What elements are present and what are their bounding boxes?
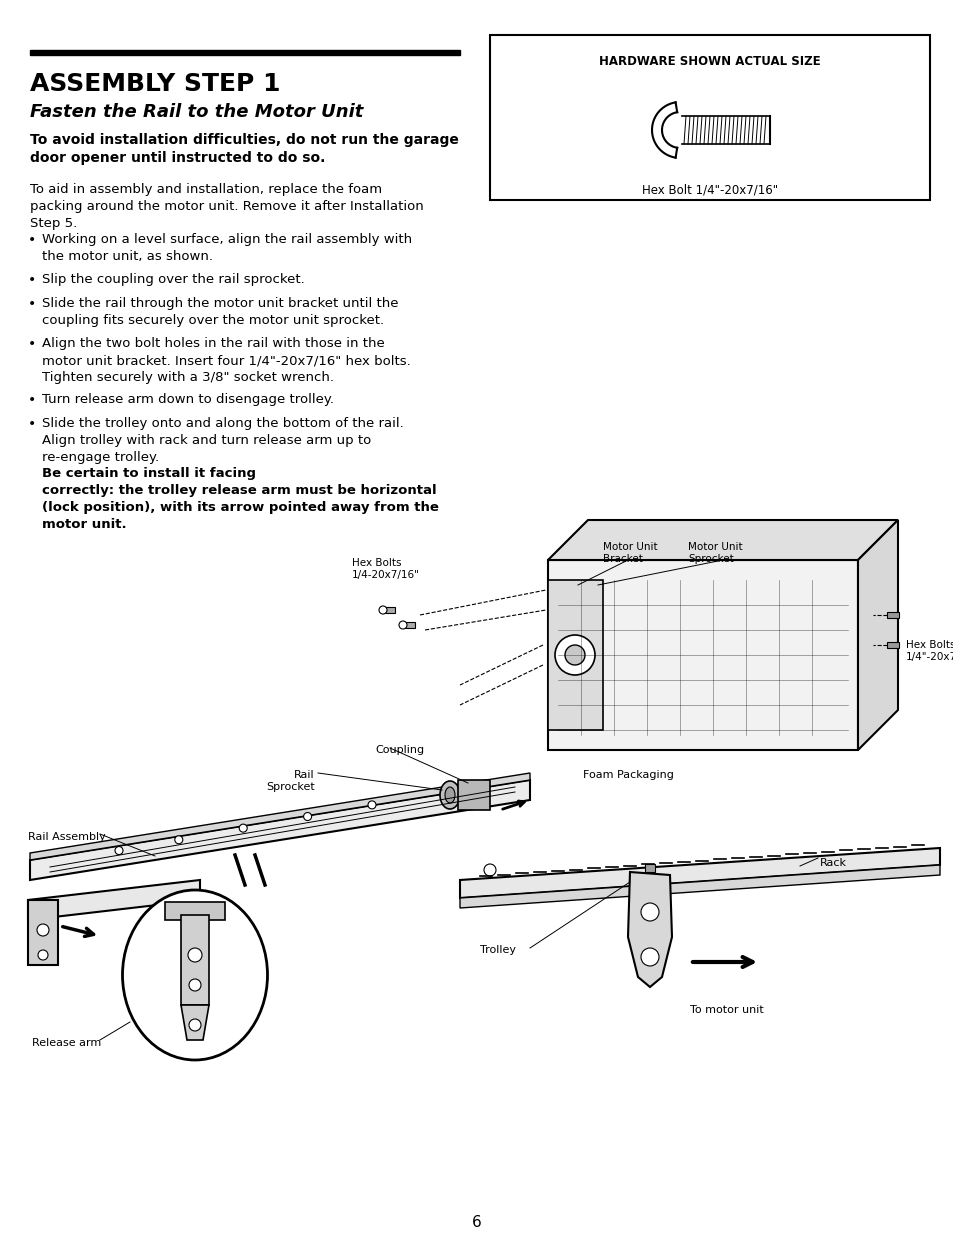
Bar [886,642,898,648]
Text: Hex Bolt 1/4"-20x7/16": Hex Bolt 1/4"-20x7/16" [641,183,778,196]
Bar [644,864,655,872]
Circle shape [303,813,312,820]
Text: Motor Unit
Sprocket: Motor Unit Sprocket [687,542,741,563]
Circle shape [189,1019,201,1031]
Polygon shape [459,864,939,908]
Text: •: • [28,296,36,311]
Bar [457,781,490,810]
Circle shape [115,846,123,855]
Text: •: • [28,417,36,431]
Text: HARDWARE SHOWN ACTUAL SIZE: HARDWARE SHOWN ACTUAL SIZE [598,56,820,68]
Text: 6: 6 [472,1215,481,1230]
Text: Hex Bolts
1/4-20x7/16": Hex Bolts 1/4-20x7/16" [352,558,419,579]
Text: Foam Packaging: Foam Packaging [582,769,673,781]
Circle shape [188,948,202,962]
Text: •: • [28,233,36,247]
Circle shape [189,979,201,990]
Circle shape [640,903,659,921]
Text: To motor unit: To motor unit [689,1005,763,1015]
Text: ASSEMBLY STEP 1: ASSEMBLY STEP 1 [30,72,280,96]
Polygon shape [547,580,602,730]
Text: To avoid installation difficulties, do not run the garage
door opener until inst: To avoid installation difficulties, do n… [30,133,458,165]
Circle shape [640,948,659,966]
Circle shape [564,645,584,664]
Bar [165,902,225,920]
Text: Slide the rail through the motor unit bracket until the
coupling fits securely o: Slide the rail through the motor unit br… [42,296,398,327]
Ellipse shape [439,781,459,809]
Text: Rail
Sprocket: Rail Sprocket [266,769,314,792]
Text: Motor Unit
Bracket: Motor Unit Bracket [602,542,657,563]
Polygon shape [30,781,530,881]
Polygon shape [547,559,857,750]
Polygon shape [181,1005,209,1040]
Circle shape [174,836,183,844]
Bar [28,900,58,965]
Polygon shape [28,881,200,920]
Text: •: • [28,393,36,408]
Text: Trolley: Trolley [479,945,516,955]
Bar [490,35,929,200]
Text: •: • [28,337,36,351]
Circle shape [368,802,375,809]
Text: Align the two bolt holes in the rail with those in the
motor unit bracket. Inser: Align the two bolt holes in the rail wit… [42,337,411,384]
Text: •: • [28,273,36,287]
Text: To aid in assembly and installation, replace the foam
packing around the motor u: To aid in assembly and installation, rep… [30,183,423,230]
Circle shape [378,606,387,614]
Text: Working on a level surface, align the rail assembly with
the motor unit, as show: Working on a level surface, align the ra… [42,233,412,263]
Circle shape [37,924,49,936]
Polygon shape [627,872,671,987]
Circle shape [38,950,48,960]
Bar [181,915,209,1005]
Text: Be certain to install it facing
correctly: the trolley release arm must be horiz: Be certain to install it facing correctl… [42,467,438,531]
Circle shape [398,621,407,629]
Text: Hex Bolts
1/4"-20x7/16": Hex Bolts 1/4"-20x7/16" [905,640,953,662]
Bar [886,613,898,618]
Ellipse shape [122,890,267,1060]
Circle shape [483,864,496,876]
Text: Rack: Rack [820,858,846,868]
Ellipse shape [444,787,455,803]
Text: Release arm: Release arm [32,1037,101,1049]
Bar [405,622,415,629]
Text: Slip the coupling over the rail sprocket.: Slip the coupling over the rail sprocket… [42,273,304,287]
Polygon shape [547,520,897,559]
Circle shape [555,635,595,676]
Text: Turn release arm down to disengage trolley.: Turn release arm down to disengage troll… [42,393,334,406]
Polygon shape [459,848,939,898]
Bar [385,606,395,613]
Text: Rail Assembly: Rail Assembly [28,832,106,842]
Text: Slide the trolley onto and along the bottom of the rail.
Align trolley with rack: Slide the trolley onto and along the bot… [42,417,403,464]
Circle shape [239,824,247,832]
Bar [30,49,459,56]
Text: Coupling: Coupling [375,745,424,755]
Polygon shape [857,520,897,750]
Polygon shape [30,773,530,860]
Text: Fasten the Rail to the Motor Unit: Fasten the Rail to the Motor Unit [30,103,363,121]
